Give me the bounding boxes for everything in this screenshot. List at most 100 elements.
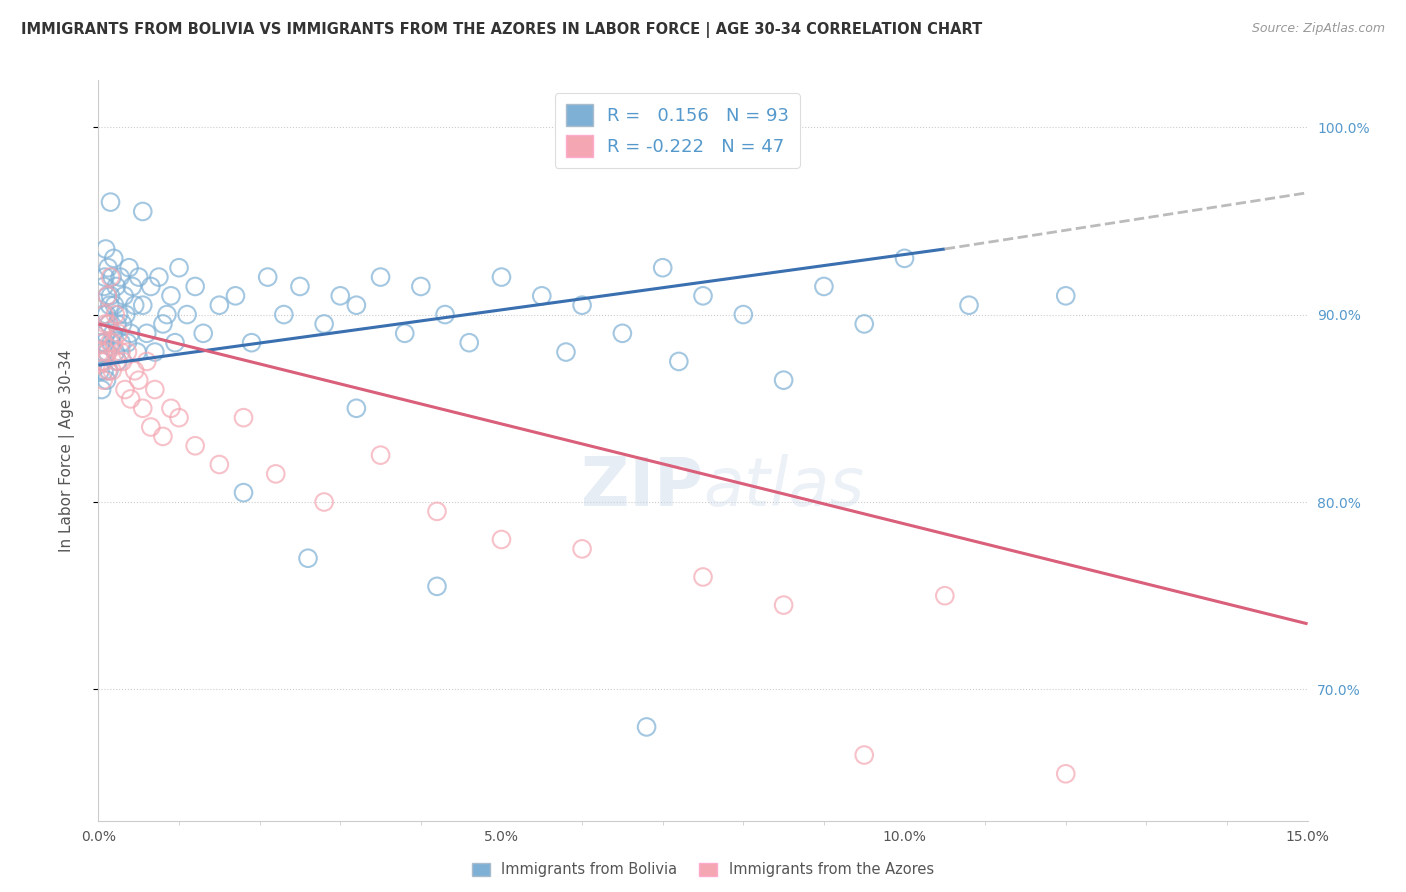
Point <box>156 308 179 322</box>
Point <box>772 598 794 612</box>
Point <box>97 364 120 378</box>
Point <box>314 317 336 331</box>
Point <box>96 308 118 322</box>
Point <box>934 589 956 603</box>
Point <box>434 308 457 322</box>
Point <box>96 289 118 303</box>
Point <box>530 289 553 303</box>
Point <box>167 410 190 425</box>
Point <box>117 345 139 359</box>
Point <box>91 354 114 368</box>
Point <box>94 335 117 350</box>
Point <box>409 279 432 293</box>
Point <box>160 401 183 416</box>
Point <box>118 260 141 275</box>
Point <box>208 298 231 312</box>
Point <box>232 485 254 500</box>
Point <box>176 308 198 322</box>
Point <box>139 279 162 293</box>
Point <box>288 279 311 293</box>
Point <box>370 270 392 285</box>
Point <box>1054 289 1077 303</box>
Point <box>100 270 122 285</box>
Point <box>893 252 915 266</box>
Point <box>124 364 146 378</box>
Point <box>124 298 146 312</box>
Point <box>394 326 416 341</box>
Legend: Immigrants from Bolivia, Immigrants from the Azores: Immigrants from Bolivia, Immigrants from… <box>465 855 941 885</box>
Point <box>555 345 578 359</box>
Point <box>139 420 162 434</box>
Point <box>91 373 114 387</box>
Point <box>97 364 120 378</box>
Point <box>160 289 183 303</box>
Point <box>110 335 132 350</box>
Point <box>853 317 876 331</box>
Point <box>135 326 157 341</box>
Point <box>636 720 658 734</box>
Point <box>91 335 114 350</box>
Point <box>94 270 117 285</box>
Point <box>344 401 367 416</box>
Point <box>128 373 150 387</box>
Point <box>135 354 157 368</box>
Point <box>772 373 794 387</box>
Point <box>98 335 121 350</box>
Point <box>100 289 122 303</box>
Point <box>184 439 207 453</box>
Point <box>314 495 336 509</box>
Point <box>458 335 481 350</box>
Point <box>94 326 117 341</box>
Point <box>107 308 129 322</box>
Point <box>426 579 449 593</box>
Point <box>105 279 128 293</box>
Point <box>104 308 127 322</box>
Point <box>107 326 129 341</box>
Point <box>117 335 139 350</box>
Point <box>94 242 117 256</box>
Point <box>853 747 876 762</box>
Point <box>132 204 155 219</box>
Point <box>120 392 142 406</box>
Point <box>184 279 207 293</box>
Point <box>148 270 170 285</box>
Point <box>98 298 121 312</box>
Point <box>121 279 143 293</box>
Point <box>104 345 127 359</box>
Point <box>370 448 392 462</box>
Point <box>93 279 115 293</box>
Point <box>651 260 673 275</box>
Point <box>256 270 278 285</box>
Point <box>1054 766 1077 780</box>
Point <box>491 270 513 285</box>
Point <box>273 308 295 322</box>
Point <box>264 467 287 481</box>
Point <box>143 345 166 359</box>
Point <box>120 326 142 341</box>
Point <box>297 551 319 566</box>
Point <box>110 345 132 359</box>
Point <box>96 345 118 359</box>
Point <box>152 429 174 443</box>
Point <box>152 317 174 331</box>
Point <box>93 308 115 322</box>
Point <box>426 504 449 518</box>
Point <box>101 270 124 285</box>
Point <box>107 354 129 368</box>
Point <box>692 289 714 303</box>
Point <box>491 533 513 547</box>
Point <box>344 298 367 312</box>
Point <box>167 260 190 275</box>
Text: Source: ZipAtlas.com: Source: ZipAtlas.com <box>1251 22 1385 36</box>
Point <box>813 279 835 293</box>
Point <box>114 383 136 397</box>
Point <box>733 308 755 322</box>
Point <box>96 345 118 359</box>
Point <box>96 373 118 387</box>
Point <box>163 335 186 350</box>
Point <box>97 260 120 275</box>
Point <box>100 195 122 210</box>
Point <box>103 335 125 350</box>
Y-axis label: In Labor Force | Age 30-34: In Labor Force | Age 30-34 <box>59 349 75 552</box>
Point <box>111 354 134 368</box>
